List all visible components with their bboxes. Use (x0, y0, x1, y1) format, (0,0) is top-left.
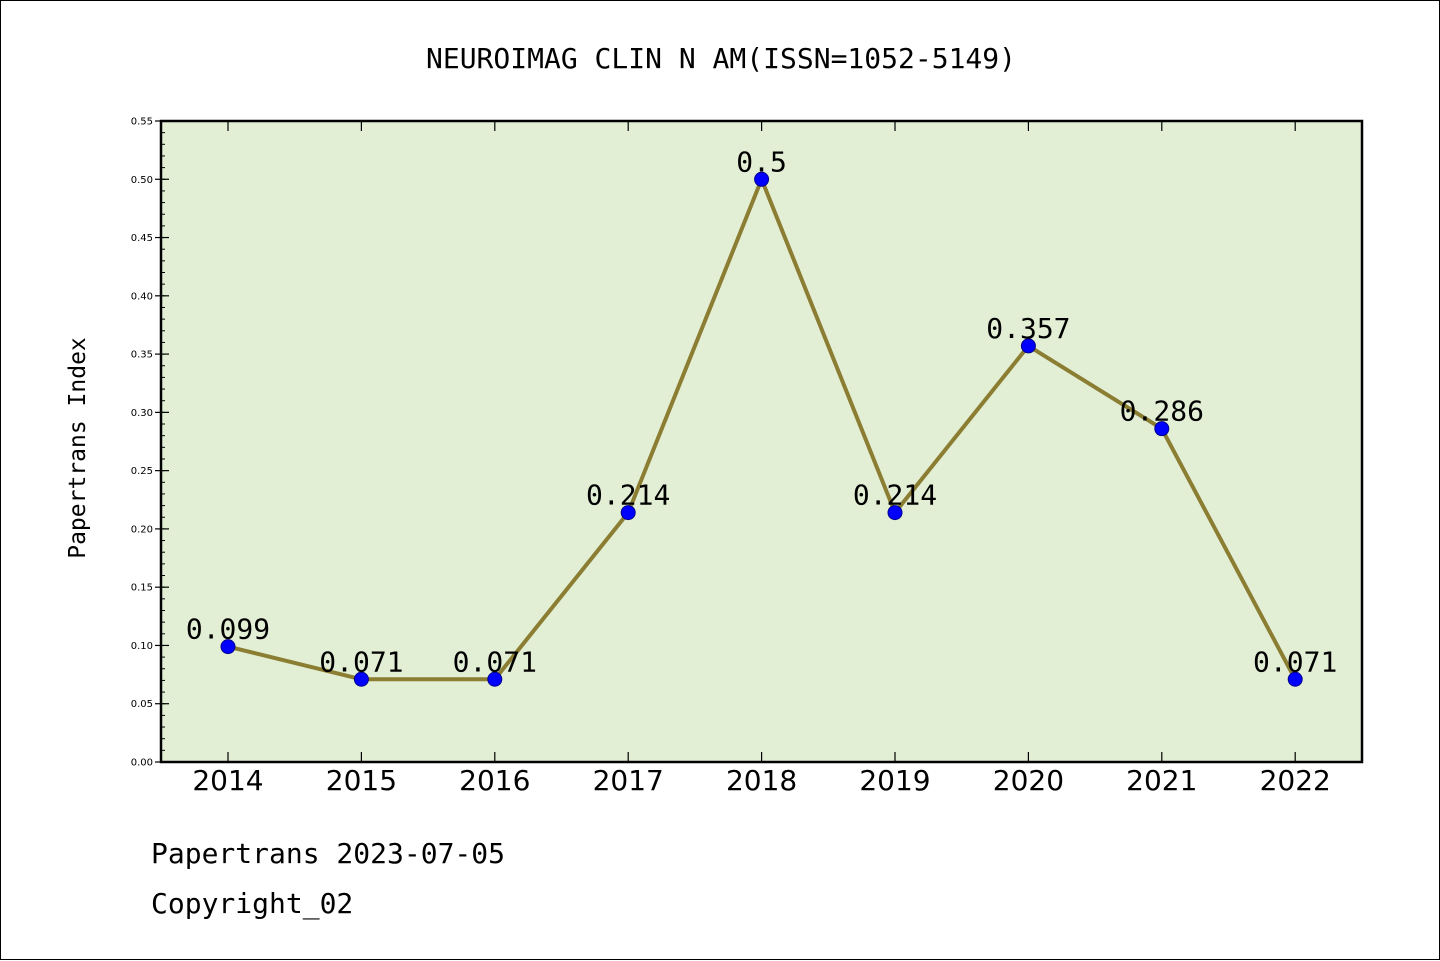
x-tick-label: 2014 (192, 764, 263, 797)
y-tick-label: 0.30 (131, 408, 153, 419)
y-tick-label: 0.05 (131, 699, 153, 710)
data-label: 0.214 (853, 479, 937, 512)
data-point (620, 505, 636, 521)
x-tick-label: 2019 (859, 764, 930, 797)
x-tick-label: 2016 (459, 764, 530, 797)
x-tick-label: 2021 (1126, 764, 1197, 797)
data-label: 0.286 (1120, 395, 1204, 428)
x-axis-ticks: 2014 2015 2016 2017 2018 2019 2020 2021 2022 (192, 121, 1331, 797)
y-tick-label: 0.35 (131, 350, 153, 361)
y-tick-label: 0.15 (131, 583, 153, 594)
data-point (220, 639, 236, 655)
data-label: 0.071 (319, 645, 403, 678)
data-label: 0.071 (453, 645, 537, 678)
data-label: 0.099 (186, 613, 270, 646)
data-point (1154, 421, 1170, 437)
y-axis-label: Papertrans Index (65, 337, 91, 559)
data-label: 0.071 (1253, 645, 1337, 678)
chart-title: NEUROIMAG CLIN N AM(ISSN=1052-5149) (426, 42, 1016, 75)
plot-frame (159, 119, 1364, 764)
data-label: 0.5 (736, 145, 787, 178)
y-tick-label: 0.25 (131, 466, 153, 477)
data-markers (220, 171, 1303, 687)
data-label: 0.214 (586, 479, 670, 512)
data-label: 0.357 (986, 312, 1070, 345)
y-tick-label: 0.10 (131, 641, 153, 652)
footer-copyright: Copyright_02 (151, 887, 354, 920)
x-tick-label: 2015 (326, 764, 397, 797)
x-tick-label: 2018 (726, 764, 797, 797)
y-tick-label: 0.40 (131, 291, 153, 302)
data-point (1020, 338, 1036, 354)
footer-date: Papertrans 2023-07-05 (151, 837, 506, 870)
y-tick-label: 0.50 (131, 175, 153, 186)
x-tick-label: 2017 (593, 764, 664, 797)
y-tick-label: 0.45 (131, 233, 153, 244)
data-point (353, 671, 369, 687)
y-tick-label: 0.55 (131, 117, 153, 128)
y-tick-label: 0.20 (131, 524, 153, 535)
y-tick-label: 0.00 (131, 758, 153, 769)
data-point (1287, 671, 1303, 687)
x-tick-label: 2022 (1260, 764, 1331, 797)
data-point (754, 171, 770, 187)
plot-area (161, 121, 1362, 762)
data-point (487, 671, 503, 687)
data-labels: 0.099 0.071 0.071 0.214 0.5 0.214 0.357 0.286 0.… (186, 145, 1337, 678)
data-point (887, 505, 903, 521)
x-tick-label: 2020 (993, 764, 1064, 797)
